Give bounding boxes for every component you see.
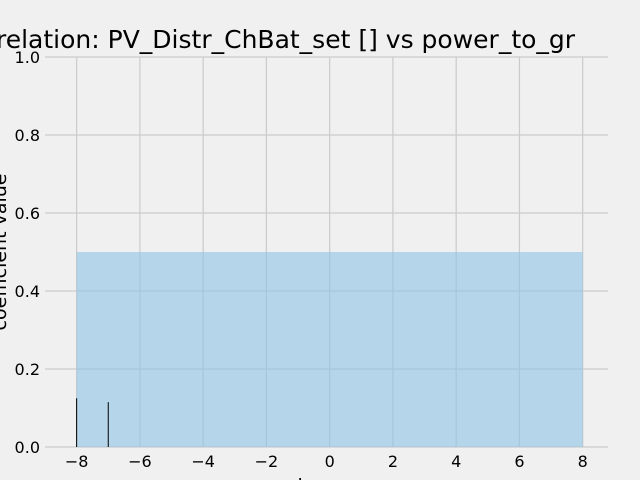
x-tick-label: 4 — [451, 452, 461, 471]
y-tick-label: 0.4 — [15, 282, 40, 301]
bar — [107, 402, 109, 447]
x-tick-label: 8 — [578, 452, 588, 471]
y-tick-label: 0.6 — [15, 204, 40, 223]
x-tick-label: −6 — [128, 452, 152, 471]
x-tick-label: 2 — [388, 452, 398, 471]
y-tick-label: 0.8 — [15, 126, 40, 145]
x-tick-label: −2 — [255, 452, 279, 471]
y-tick-label: 0.2 — [15, 360, 40, 379]
x-axis-label: lag — [298, 475, 327, 480]
y-tick-label: 1.0 — [15, 48, 40, 67]
confidence-band — [76, 252, 583, 447]
y-tick-label: 0.0 — [15, 438, 40, 457]
x-tick-label: −4 — [191, 452, 215, 471]
y-axis-label: coefficient value — [0, 174, 11, 331]
bar — [76, 398, 78, 447]
x-tick-label: −8 — [65, 452, 89, 471]
x-tick-label: 0 — [325, 452, 335, 471]
x-tick-label: 6 — [514, 452, 524, 471]
chart-title: relation: PV_Distr_ChBat_set [] vs power… — [0, 25, 576, 54]
